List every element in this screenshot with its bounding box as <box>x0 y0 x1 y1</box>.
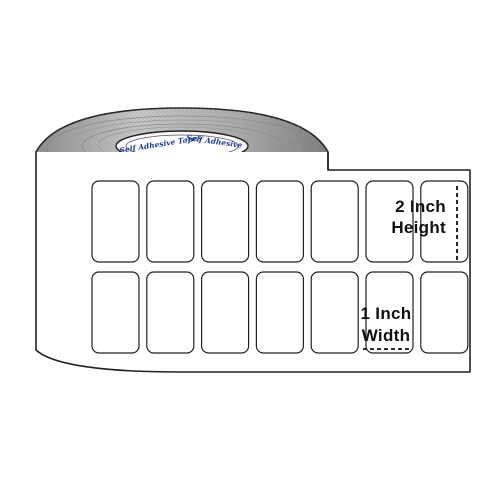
height-dimension: 2 Inch Height <box>391 186 458 262</box>
label-cell <box>201 180 250 263</box>
label-cell <box>146 271 195 354</box>
label-cell <box>201 271 250 354</box>
label-cell <box>365 180 414 263</box>
label-cell <box>255 271 304 354</box>
width-label-line1: 1 Inch <box>361 304 412 323</box>
label-cell <box>146 180 195 263</box>
width-label-line2: Width <box>362 326 411 345</box>
label-cell <box>420 180 469 263</box>
label-cell <box>91 271 140 354</box>
label-cell <box>91 180 140 263</box>
width-dimension: 1 Inch Width <box>361 304 412 350</box>
label-cell <box>420 271 469 354</box>
labels-grid <box>91 180 469 354</box>
label-cell <box>255 180 304 263</box>
height-label-line1: 2 Inch <box>395 197 446 216</box>
height-label-line2: Height <box>391 218 446 237</box>
label-cell <box>365 271 414 354</box>
label-liner <box>35 152 471 373</box>
label-cell <box>310 180 359 263</box>
label-cell <box>310 271 359 354</box>
